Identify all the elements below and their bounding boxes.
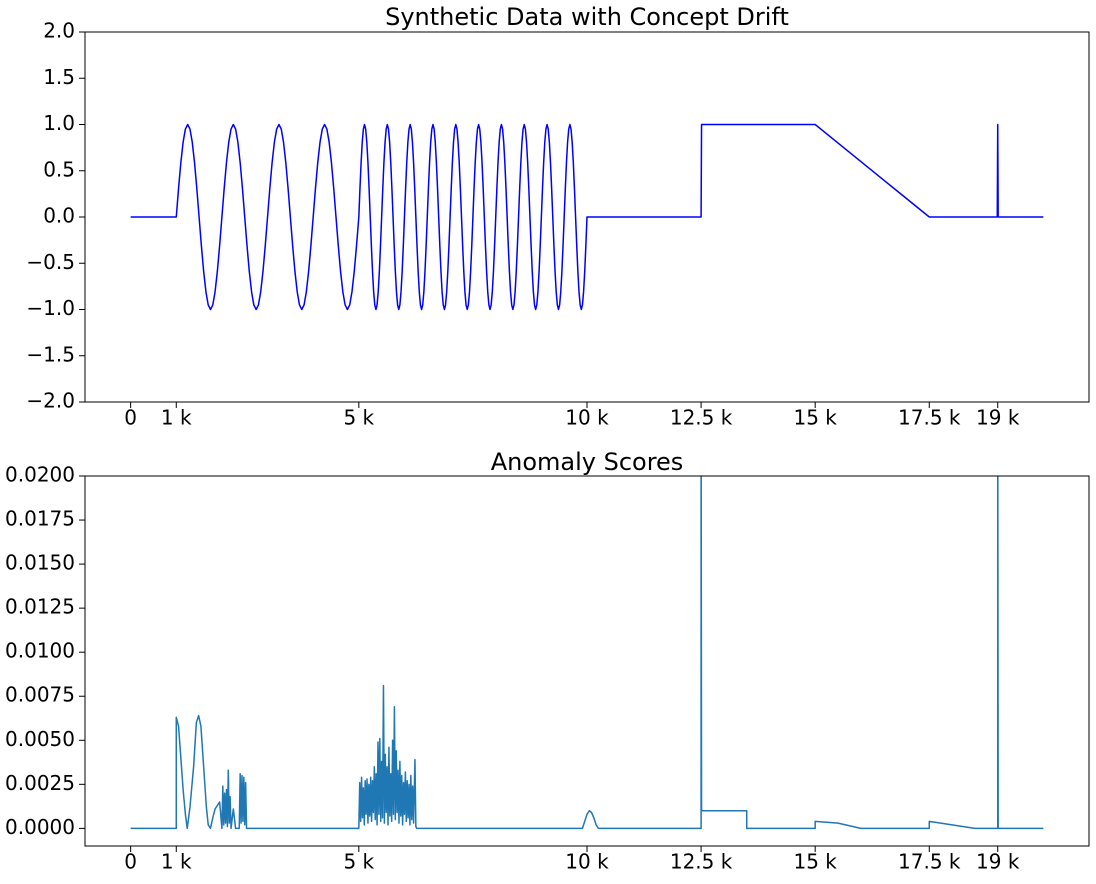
subplot: Synthetic Data with Concept Drift −2.0 −1.… (26, 3, 1090, 430)
subplot: Anomaly Scores 0.0000 0.0025 0.0050 0.0075 0.… (5, 448, 1090, 874)
x-tick-label: 15 k (793, 850, 837, 874)
y-tick-label: 0.0150 (5, 551, 75, 575)
x-tick-label: 0 (124, 406, 137, 430)
y-tick-label: 0.5 (43, 157, 75, 181)
y-tick-label: 0.0050 (5, 727, 75, 751)
x-tick-label: 0 (124, 850, 137, 874)
x-tick-label: 15 k (793, 406, 837, 430)
x-tick-label: 10 k (565, 850, 609, 874)
chart-title: Anomaly Scores (491, 448, 684, 476)
y-tick-label: 1.5 (43, 65, 75, 89)
x-tick-label: 19 k (976, 406, 1020, 430)
y-tick-label: 0.0175 (5, 507, 75, 531)
y-tick-label: −2.0 (26, 389, 75, 413)
x-tick-label: 1 k (161, 406, 192, 430)
y-tick-label: 0.0200 (5, 463, 75, 487)
y-tick-label: −1.0 (26, 296, 75, 320)
data-line (130, 476, 1044, 830)
x-tick-label: 17.5 k (898, 850, 961, 874)
x-tick-label: 5 k (343, 850, 374, 874)
y-tick-label: 0.0125 (5, 595, 75, 619)
y-tick-label: 2.0 (43, 19, 75, 43)
y-tick-label: 0.0 (43, 204, 75, 228)
x-tick-label: 1 k (161, 850, 192, 874)
axes-frame (84, 31, 1090, 403)
y-tick-label: 0.0100 (5, 639, 75, 663)
axes-frame (84, 475, 1090, 847)
chart-title: Synthetic Data with Concept Drift (385, 3, 789, 31)
y-tick-label: −0.5 (26, 250, 75, 274)
x-tick-label: 19 k (976, 850, 1020, 874)
y-tick-label: 0.0075 (5, 683, 75, 707)
y-tick-label: 0.0000 (5, 815, 75, 839)
x-tick-label: 12.5 k (670, 406, 733, 430)
y-tick-label: 0.0025 (5, 771, 75, 795)
x-tick-label: 5 k (343, 406, 374, 430)
y-tick-label: 1.0 (43, 111, 75, 135)
data-line (130, 123, 1044, 311)
x-tick-label: 17.5 k (898, 406, 961, 430)
y-tick-label: −1.5 (26, 342, 75, 366)
x-tick-label: 10 k (565, 406, 609, 430)
x-tick-label: 12.5 k (670, 850, 733, 874)
